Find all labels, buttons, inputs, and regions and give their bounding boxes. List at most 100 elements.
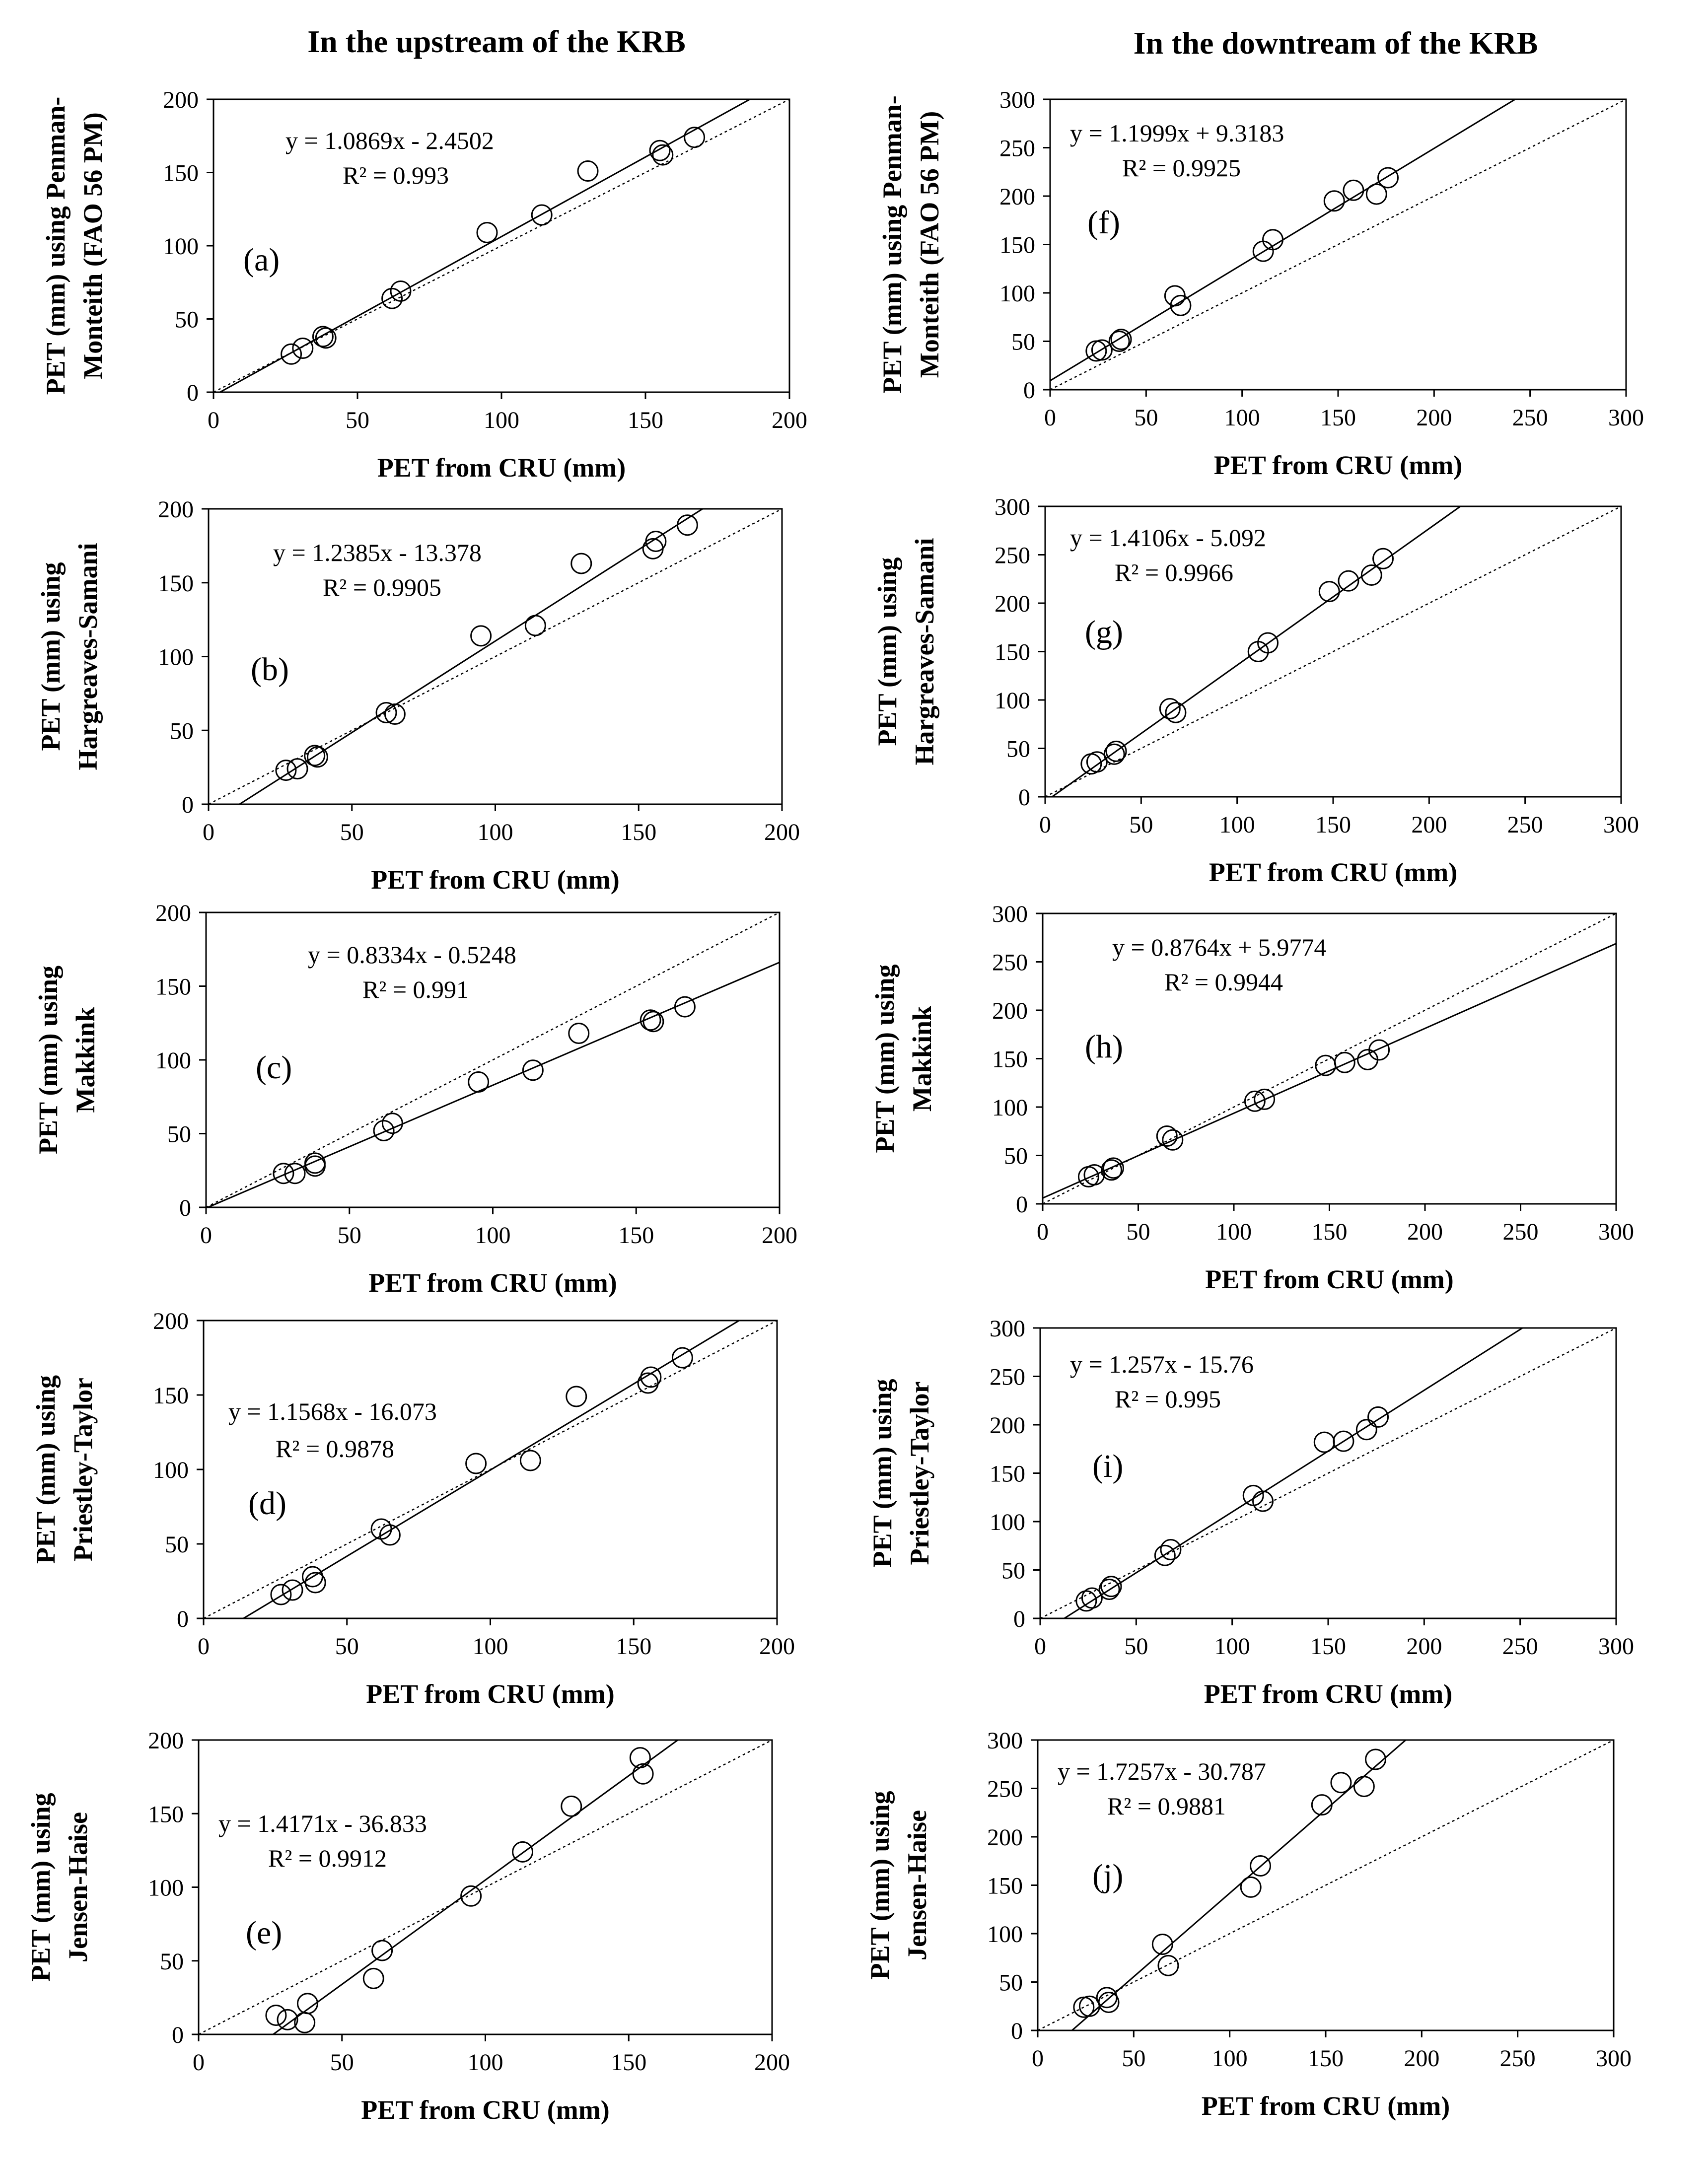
data-point [1250,1855,1272,1877]
data-point [292,338,314,359]
regression-line [1051,506,1462,797]
x-axis-label: PET from CRU (mm) [1202,2091,1450,2121]
regression-equation: y = 1.257x - 15.76 [1070,1350,1254,1378]
panel-label: (i) [1092,1448,1123,1484]
panel-label: (b) [251,651,289,688]
y-tick-label: 300 [987,1728,1023,1754]
x-tick-label: 50 [338,1222,361,1249]
data-point [1330,1772,1352,1794]
data-point [629,1747,651,1769]
x-tick-label: 0 [1034,1633,1046,1660]
data-point [1160,1539,1182,1561]
y-axis-label: Priestley-Taylor [68,1378,98,1561]
data-point [373,1120,395,1142]
regression-equation: y = 1.4106x - 5.092 [1070,524,1266,552]
y-tick-label: 200 [987,1824,1023,1851]
x-tick-label: 150 [611,2049,646,2076]
data-point [375,702,397,724]
data-point [568,1023,590,1045]
one-to-one-line [1040,1328,1616,1618]
panel-label: (a) [243,242,280,278]
y-axis-label: PET (mm) using [31,1375,61,1564]
y-tick-label: 150 [163,160,199,187]
y-axis-label: Hargreaves-Samani [910,538,939,766]
x-tick-label: 250 [1503,1219,1539,1245]
y-tick-label: 200 [999,184,1035,210]
y-tick-label: 50 [1004,1143,1028,1170]
x-tick-label: 200 [1416,405,1452,431]
x-tick-label: 300 [1603,812,1639,838]
data-point [460,1885,482,1907]
data-point [640,1009,661,1031]
y-axis-label: PET (mm) using [26,1793,56,1981]
y-axis-label: PET (mm) using [867,1379,897,1567]
data-point [282,1579,303,1601]
y-tick-label: 50 [167,1121,191,1148]
y-axis-label: PET (mm) using [870,964,900,1153]
data-point [381,287,403,309]
y-tick-label: 0 [172,2022,184,2048]
one-to-one-line [1043,913,1616,1204]
data-point [561,1795,582,1817]
data-point [1252,1490,1274,1512]
x-axis-label: PET from CRU (mm) [1204,1679,1452,1709]
y-axis-label: Makkink [907,1006,937,1112]
data-point [1102,1157,1124,1179]
data-point [652,144,674,166]
y-tick-label: 300 [995,494,1030,520]
x-axis-label: PET from CRU (mm) [1209,857,1457,887]
x-axis-label: PET from CRU (mm) [366,1679,614,1709]
data-point [273,1163,294,1185]
regression-equation: y = 1.1568x - 16.073 [228,1397,437,1425]
r-squared: R² = 0.9966 [1115,558,1233,586]
panel-b: 0 50 100 150 200 0 50 100 150 200 y = 1.2385x - 13… [36,496,800,895]
y-axis-label: Jensen-Haise [63,1812,93,1962]
data-point [1318,581,1340,603]
data-point [1353,1776,1375,1798]
data-point [1086,751,1108,773]
x-tick-label: 0 [203,819,214,845]
y-tick-label: 300 [990,1316,1025,1342]
x-tick-label: 50 [1127,1219,1150,1245]
data-point [384,703,406,725]
x-tick-label: 300 [1598,1633,1634,1660]
x-axis-label: PET from CRU (mm) [1214,450,1462,480]
y-tick-label: 150 [990,1461,1025,1487]
data-point [1244,1090,1266,1112]
data-point [512,1841,534,1863]
y-tick-label: 150 [155,974,191,1000]
panel-g: 0 50 100 150 200 250 300 0 50 100 150 200 250 300 y = … [872,494,1639,887]
panel-label: (f) [1087,205,1120,241]
x-tick-label: 0 [1037,1219,1049,1245]
x-tick-label: 50 [330,2049,354,2076]
y-tick-label: 100 [153,1457,189,1483]
x-tick-label: 250 [1502,1633,1538,1660]
y-axis-label: PET (mm) using Penman- [41,97,71,395]
data-point [381,1113,403,1134]
data-point [1105,740,1127,762]
panel-label: (g) [1085,614,1123,650]
x-tick-label: 50 [346,407,369,433]
r-squared: R² = 0.991 [362,975,469,1003]
x-tick-label: 50 [340,819,364,845]
data-point [1240,1876,1262,1898]
y-tick-label: 200 [990,1412,1025,1439]
x-tick-label: 200 [772,407,807,433]
data-point [1075,1590,1097,1612]
y-tick-label: 300 [992,901,1028,927]
data-point [566,1386,587,1407]
y-tick-label: 200 [992,998,1028,1024]
y-axis-label: PET (mm) using [865,1791,895,1979]
data-point [1157,1954,1179,1976]
x-tick-label: 150 [618,1222,654,1249]
x-tick-label: 150 [616,1633,651,1660]
panel-i: 0 50 100 150 200 250 300 0 50 100 150 200 250 300 y = … [867,1316,1634,1709]
one-to-one-line [206,912,780,1207]
data-point [277,2009,298,2030]
y-tick-label: 250 [987,1776,1023,1803]
data-point [1165,701,1187,723]
panel-c: 0 50 100 150 200 0 50 100 150 200 y = 0.8334x - 0.… [33,900,797,1298]
x-tick-label: 200 [1404,2045,1439,2072]
y-tick-label: 150 [992,1046,1028,1073]
panel-a: 0 50 100 150 200 0 50 100 150 200 y = 1.0869x - 2.… [41,87,807,483]
